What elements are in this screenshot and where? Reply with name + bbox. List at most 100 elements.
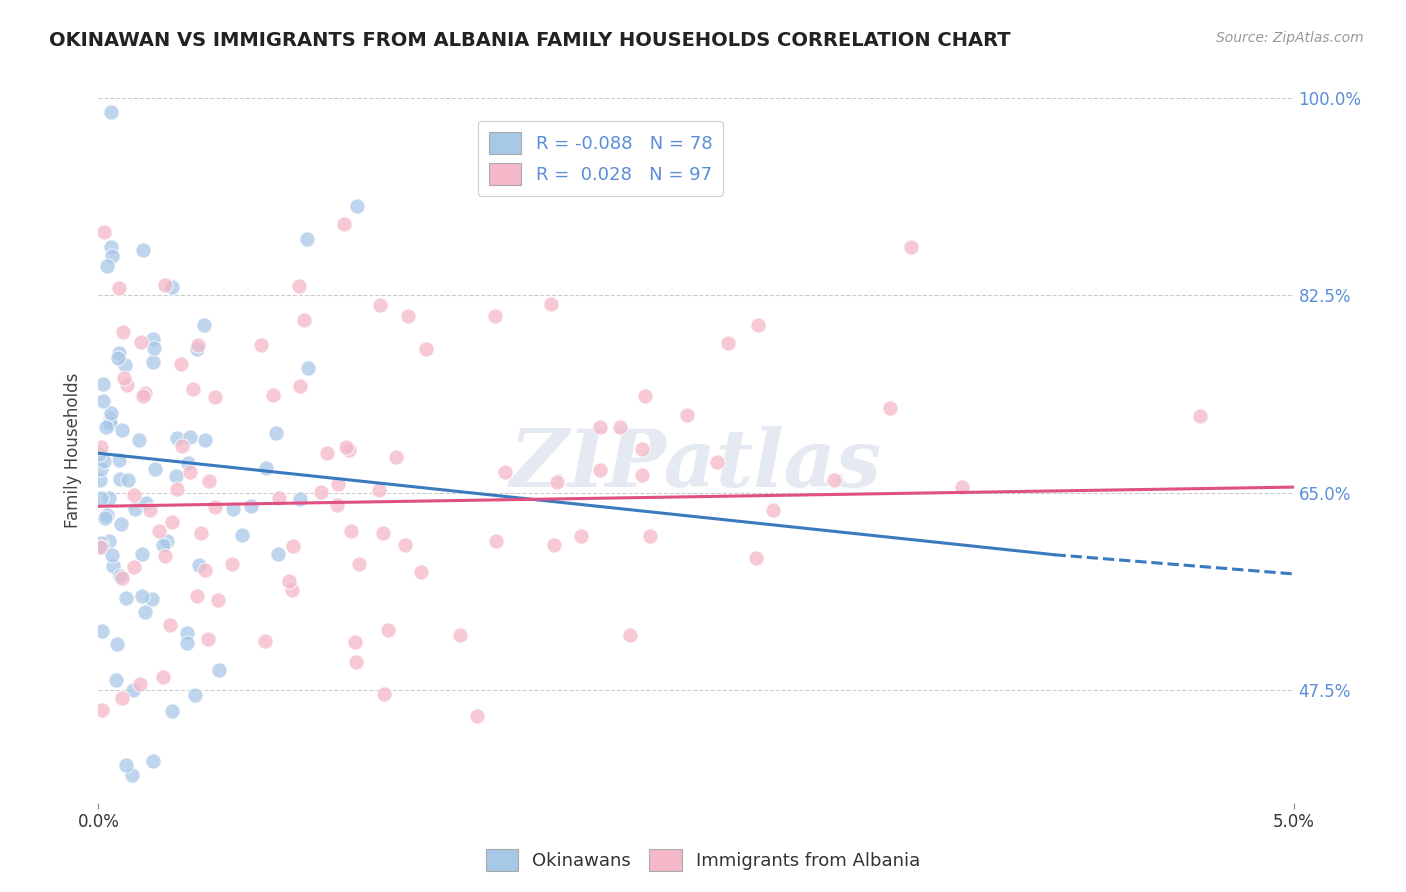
Point: [108, 472, 131, 486]
Point: [394, 538, 416, 552]
Point: [676, 409, 699, 423]
Point: [762, 503, 785, 517]
Point: [315, 445, 337, 459]
Point: [93, 454, 115, 468]
Point: [297, 361, 319, 376]
Point: [129, 335, 152, 350]
Point: [152, 538, 174, 552]
Point: [96, 420, 118, 434]
Point: [91, 624, 114, 639]
Point: [337, 443, 360, 458]
Point: [194, 563, 217, 577]
Point: [98, 417, 121, 431]
Point: [105, 673, 128, 687]
Point: [108, 281, 131, 295]
Point: [100, 240, 122, 254]
Point: [170, 357, 193, 371]
Point: [745, 550, 768, 565]
Point: [198, 474, 221, 488]
Point: [221, 557, 243, 571]
Point: [204, 500, 226, 514]
Point: [1189, 409, 1212, 423]
Point: [122, 488, 145, 502]
Point: [132, 244, 155, 258]
Point: [638, 528, 661, 542]
Point: [267, 491, 290, 506]
Point: [484, 533, 506, 548]
Point: [122, 683, 145, 698]
Point: [415, 342, 437, 356]
Point: [111, 690, 134, 705]
Point: [879, 401, 901, 416]
Point: [166, 482, 188, 496]
Point: [262, 388, 284, 402]
Point: [589, 463, 612, 477]
Point: [609, 420, 631, 434]
Point: [254, 461, 277, 475]
Point: [333, 217, 356, 231]
Point: [540, 297, 562, 311]
Point: [706, 455, 728, 469]
Point: [148, 524, 170, 539]
Point: [100, 105, 122, 120]
Point: [111, 571, 134, 585]
Legend: Okinawans, Immigrants from Albania: Okinawans, Immigrants from Albania: [478, 842, 928, 879]
Point: [91, 703, 114, 717]
Point: [141, 591, 163, 606]
Point: [589, 420, 612, 434]
Point: [93, 225, 115, 239]
Point: [411, 565, 433, 579]
Point: [143, 461, 166, 475]
Point: [239, 500, 262, 514]
Point: [288, 491, 311, 506]
Point: [619, 628, 641, 642]
Point: [160, 705, 183, 719]
Point: [546, 475, 568, 490]
Point: [108, 569, 131, 583]
Point: [264, 425, 287, 440]
Point: [100, 412, 122, 426]
Point: [188, 558, 211, 572]
Point: [93, 511, 115, 525]
Point: [153, 549, 176, 563]
Text: ZIPatlas: ZIPatlas: [510, 425, 882, 503]
Point: [91, 393, 114, 408]
Point: [190, 525, 212, 540]
Point: [950, 480, 973, 494]
Point: [186, 589, 208, 603]
Point: [295, 232, 318, 246]
Point: [288, 379, 311, 393]
Point: [231, 527, 253, 541]
Point: [152, 670, 174, 684]
Point: [631, 467, 654, 482]
Point: [112, 371, 135, 385]
Point: [207, 593, 229, 607]
Point: [176, 636, 198, 650]
Point: [368, 483, 391, 497]
Point: [135, 496, 157, 510]
Point: [160, 515, 183, 529]
Point: [129, 677, 152, 691]
Point: [90, 536, 112, 550]
Point: [449, 628, 471, 642]
Point: [197, 632, 219, 647]
Point: [179, 465, 201, 479]
Point: [823, 473, 845, 487]
Point: [346, 199, 368, 213]
Point: [107, 351, 129, 365]
Point: [159, 618, 181, 632]
Point: [96, 508, 118, 522]
Point: [121, 767, 143, 781]
Point: [134, 605, 156, 619]
Point: [134, 386, 156, 401]
Point: [155, 277, 177, 292]
Point: [89, 461, 111, 475]
Point: [156, 534, 179, 549]
Point: [101, 559, 124, 574]
Point: [90, 440, 112, 454]
Point: [396, 310, 419, 324]
Point: [142, 754, 165, 768]
Point: [747, 318, 769, 333]
Point: [900, 240, 922, 254]
Point: [281, 583, 304, 598]
